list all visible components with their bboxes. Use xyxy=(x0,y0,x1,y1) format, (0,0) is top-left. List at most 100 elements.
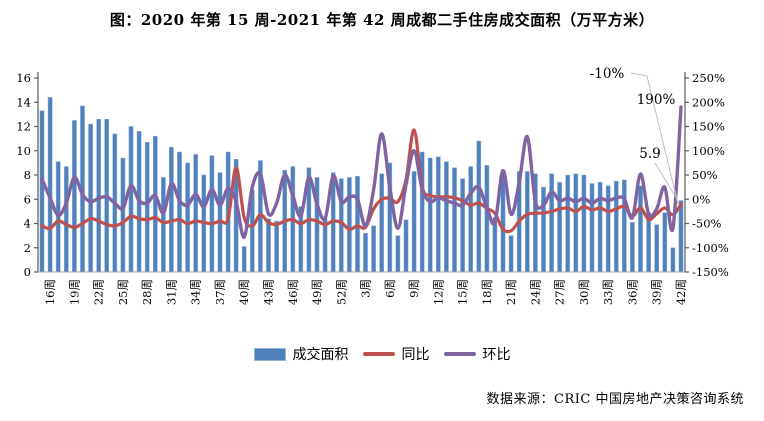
bar xyxy=(39,110,45,273)
x-tick-label: 21周 xyxy=(504,279,518,305)
bar xyxy=(403,219,409,273)
bar xyxy=(411,171,417,273)
annotation-wow-end: 190% xyxy=(637,92,676,108)
svg-text:15周: 15周 xyxy=(456,279,470,305)
svg-text:49周: 49周 xyxy=(310,279,324,305)
x-tick-label: 40周 xyxy=(237,279,251,305)
svg-text:18周: 18周 xyxy=(480,279,494,305)
svg-text:21周: 21周 xyxy=(504,279,518,305)
svg-text:22周: 22周 xyxy=(92,279,106,305)
x-tick-label: 25周 xyxy=(116,279,130,305)
x-tick-label: 52周 xyxy=(334,279,348,305)
svg-text:52周: 52周 xyxy=(334,279,348,305)
yoy-line-swatch-icon xyxy=(362,352,395,356)
svg-text:42周: 42周 xyxy=(674,279,688,305)
svg-text:39周: 39周 xyxy=(650,279,664,305)
right-tick-label: -50% xyxy=(692,217,722,231)
x-tick-label: 9周 xyxy=(407,279,421,298)
bar xyxy=(476,140,482,273)
bar xyxy=(427,157,433,273)
left-tick-label: 4 xyxy=(24,217,31,231)
bars-series xyxy=(39,97,684,273)
x-tick-label: 30周 xyxy=(577,279,591,305)
x-tick-label: 15周 xyxy=(456,279,470,305)
x-tick-label: 27周 xyxy=(553,279,567,305)
bar xyxy=(47,97,53,273)
x-tick-label: 43周 xyxy=(262,279,276,305)
bar xyxy=(96,118,102,273)
svg-text:6周: 6周 xyxy=(383,279,397,298)
bar xyxy=(670,247,676,273)
left-tick-label: 2 xyxy=(24,241,31,255)
bar xyxy=(120,157,126,273)
bar xyxy=(209,155,215,273)
right-tick-label: 50% xyxy=(692,168,718,182)
bar xyxy=(152,135,158,273)
svg-text:31周: 31周 xyxy=(164,279,178,305)
bar xyxy=(662,212,668,273)
bar xyxy=(371,225,376,273)
data-source: 数据来源：CRIC 中国房地产决策咨询系统 xyxy=(486,392,744,407)
legend-item-wow: 环比 xyxy=(443,344,511,364)
svg-text:27周: 27周 xyxy=(553,279,567,305)
bar xyxy=(452,167,457,273)
bar xyxy=(468,166,474,273)
bar xyxy=(678,200,684,273)
bar xyxy=(128,126,134,273)
bar xyxy=(347,177,352,273)
bar xyxy=(435,156,441,273)
bar xyxy=(63,166,69,273)
chart-title: 图：2020 年第 15 周-2021 年第 42 周成都二手住房成交面积（万平… xyxy=(109,11,655,29)
x-tick-label: 6周 xyxy=(383,279,397,298)
bar xyxy=(379,173,385,273)
x-tick-label: 36周 xyxy=(625,279,639,305)
x-tick-label: 19周 xyxy=(67,279,81,305)
right-tick-label: 100% xyxy=(692,144,725,158)
bar xyxy=(395,235,401,273)
svg-text:19周: 19周 xyxy=(67,279,81,305)
bar xyxy=(72,120,77,273)
bar xyxy=(630,222,635,273)
x-tick-label: 37周 xyxy=(213,279,227,305)
bar xyxy=(185,162,190,273)
x-tick-label: 33周 xyxy=(601,279,615,305)
bar xyxy=(444,161,449,273)
x-tick-label: 49周 xyxy=(310,279,324,305)
bar xyxy=(144,142,150,273)
bar xyxy=(193,154,199,273)
bar xyxy=(484,165,490,273)
bar xyxy=(355,175,360,273)
svg-text:46周: 46周 xyxy=(286,279,300,305)
legend-label-yoy: 同比 xyxy=(401,347,430,363)
x-tick-label: 42周 xyxy=(674,279,688,305)
bar xyxy=(597,182,603,273)
bar xyxy=(646,212,651,273)
x-tick-label: 16周 xyxy=(43,279,57,305)
svg-text:24周: 24周 xyxy=(528,279,542,305)
bar xyxy=(169,146,174,273)
left-tick-label: 0 xyxy=(24,265,31,279)
left-tick-label: 12 xyxy=(16,120,31,134)
bar xyxy=(589,183,595,273)
left-tick-label: 10 xyxy=(16,144,31,158)
x-tick-label: 12周 xyxy=(431,279,445,305)
bar-swatch-icon xyxy=(253,347,286,361)
bar xyxy=(274,220,279,273)
svg-text:43周: 43周 xyxy=(262,279,276,305)
bar xyxy=(581,174,587,273)
x-tick-label: 22周 xyxy=(92,279,106,305)
chart-legend: 成交面积 同比 环比 xyxy=(0,344,764,364)
annotation-bar-end: 5.9 xyxy=(639,146,660,162)
bar xyxy=(177,151,182,273)
svg-text:30周: 30周 xyxy=(577,279,591,305)
bar xyxy=(241,246,247,273)
svg-text:12周: 12周 xyxy=(431,279,445,305)
yoy-line xyxy=(40,128,683,234)
x-tick-label: 3周 xyxy=(359,279,373,298)
bar xyxy=(508,235,514,273)
bar xyxy=(565,174,571,273)
svg-text:16周: 16周 xyxy=(43,279,57,305)
legend-label-wow: 环比 xyxy=(482,347,511,363)
svg-text:3周: 3周 xyxy=(359,279,373,298)
svg-text:37周: 37周 xyxy=(213,279,227,305)
